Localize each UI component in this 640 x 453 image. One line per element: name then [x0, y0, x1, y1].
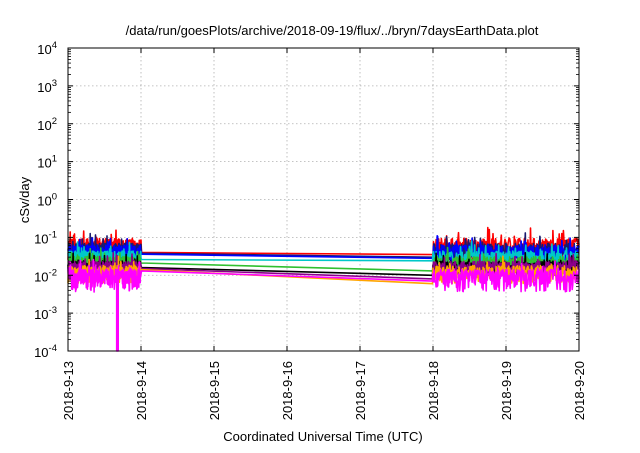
y-axis-label: cSv/day: [17, 176, 32, 223]
series-line: [67, 258, 580, 352]
y-tick-label: 10-4: [34, 343, 57, 360]
chart-title: /data/run/goesPlots/archive/2018-09-19/f…: [126, 23, 539, 38]
x-tick-label: 2018-9-17: [353, 361, 368, 420]
y-tick-label: 103: [37, 78, 57, 95]
y-tick-label: 100: [37, 192, 57, 209]
x-axis-label: Coordinated Universal Time (UTC): [223, 429, 422, 444]
y-tick-label: 104: [37, 40, 57, 57]
axis-ticks: 2018-9-13 2018-9-14 2018-9-15 2018-9-16 2018…: [34, 40, 587, 420]
x-tick-label: 2018-9-18: [426, 361, 441, 420]
y-tick-label: 10-3: [34, 305, 57, 322]
x-tick-label: 2018-9-19: [499, 361, 514, 420]
y-tick-label: 10-2: [34, 267, 57, 284]
x-tick-label: 2018-9-20: [572, 361, 587, 420]
series-group: [67, 226, 580, 352]
x-tick-label: 2018-9-16: [280, 361, 295, 420]
x-tick-label: 2018-9-13: [61, 361, 76, 420]
y-tick-label: 10-1: [34, 229, 57, 246]
x-tick-label: 2018-9-15: [207, 361, 222, 420]
y-tick-label: 101: [37, 154, 57, 171]
y-tick-label: 102: [37, 116, 57, 133]
gridlines: [68, 48, 579, 351]
x-tick-label: 2018-9-14: [134, 361, 149, 420]
